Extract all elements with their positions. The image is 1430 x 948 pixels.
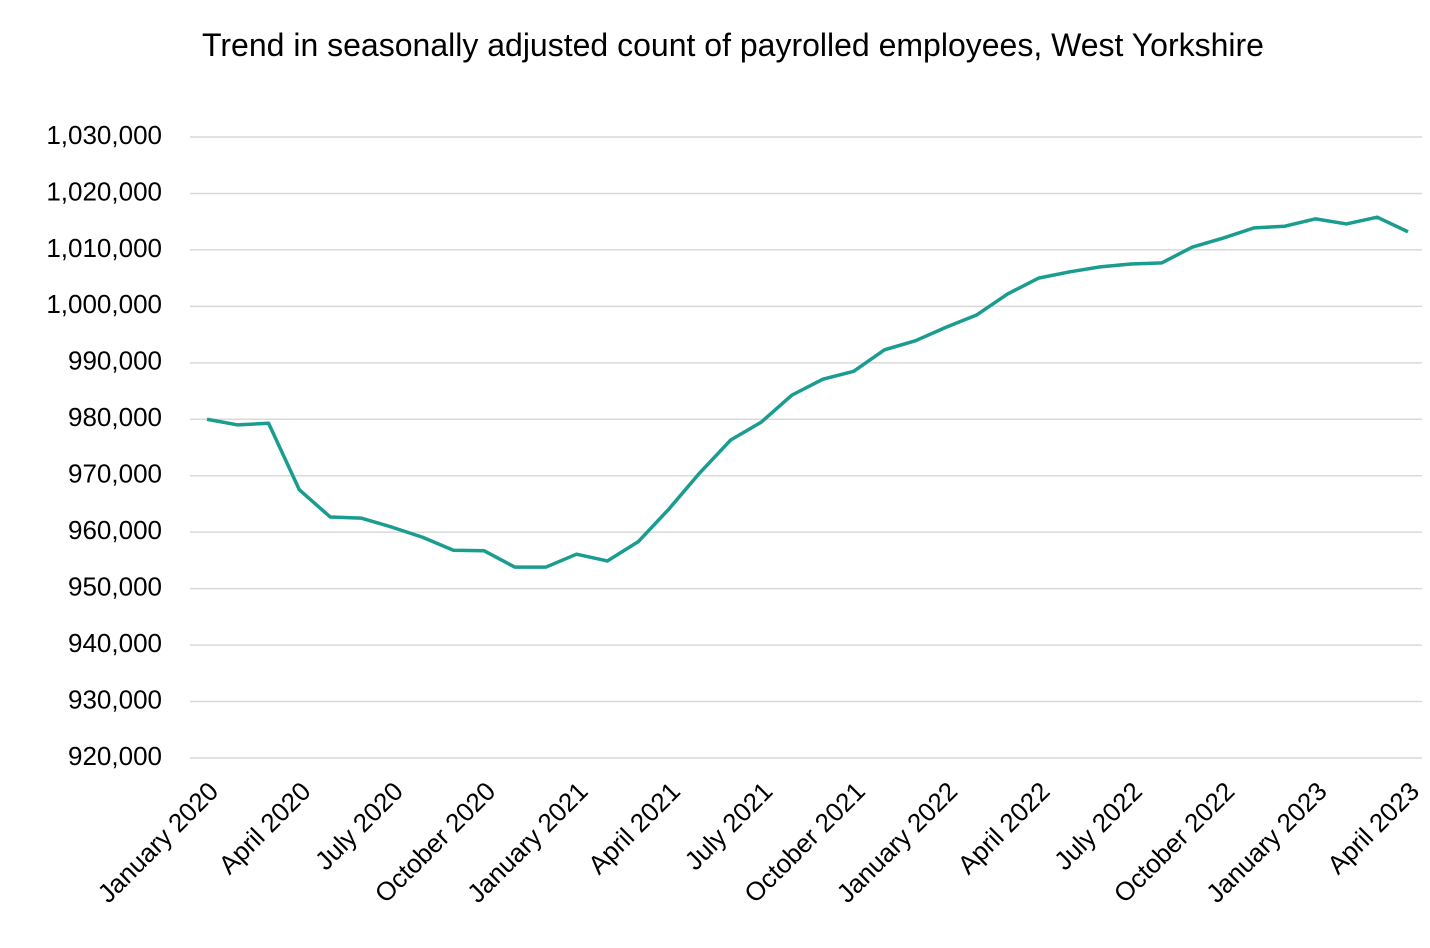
y-tick-label: 1,000,000 xyxy=(46,289,162,319)
y-tick-label: 940,000 xyxy=(68,628,162,658)
x-tick-label: January 2020 xyxy=(91,776,224,909)
y-tick-label: 930,000 xyxy=(68,684,162,714)
y-tick-label: 980,000 xyxy=(68,402,162,432)
y-tick-label: 1,020,000 xyxy=(46,176,162,206)
x-tick-label: April 2023 xyxy=(1321,776,1425,880)
y-tick-label: 920,000 xyxy=(68,741,162,771)
x-tick-label: April 2020 xyxy=(212,776,316,880)
chart-title: Trend in seasonally adjusted count of pa… xyxy=(202,27,1264,63)
x-tick-label: April 2022 xyxy=(952,776,1056,880)
data-line xyxy=(206,215,1409,569)
y-tick-label: 970,000 xyxy=(68,459,162,489)
y-tick-label: 1,010,000 xyxy=(46,233,162,263)
y-tick-label: 950,000 xyxy=(68,572,162,602)
y-tick-label: 1,030,000 xyxy=(46,120,162,150)
x-tick-label: April 2021 xyxy=(582,776,686,880)
y-tick-label: 990,000 xyxy=(68,346,162,376)
y-tick-label: 960,000 xyxy=(68,515,162,545)
